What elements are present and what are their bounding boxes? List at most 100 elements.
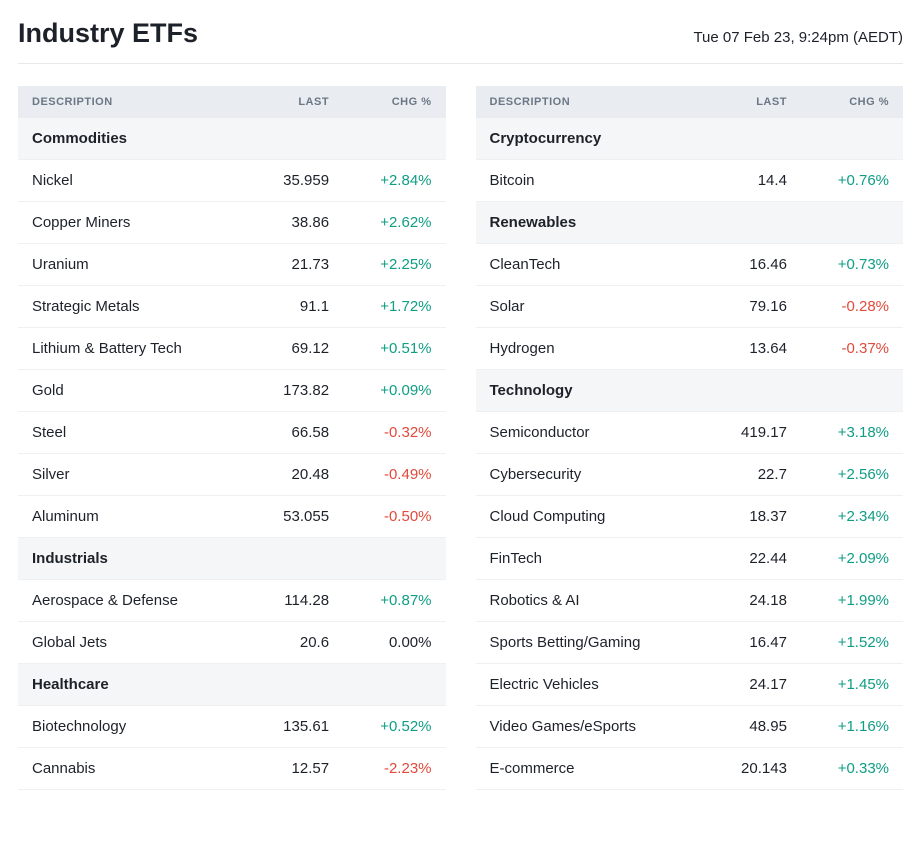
section-label: Cryptocurrency <box>476 118 904 160</box>
cell-description: Cannabis <box>18 748 248 790</box>
cell-chg: +2.84% <box>343 160 445 202</box>
section-row: Technology <box>476 370 904 412</box>
cell-chg: +2.09% <box>801 538 903 580</box>
page-title: Industry ETFs <box>18 18 198 49</box>
cell-description: Sports Betting/Gaming <box>476 622 706 664</box>
left-column: DESCRIPTION LAST CHG % CommoditiesNickel… <box>18 86 446 790</box>
col-header-chg: CHG % <box>343 86 445 118</box>
table-row: FinTech22.44+2.09% <box>476 538 904 580</box>
cell-description: Silver <box>18 454 248 496</box>
section-label: Commodities <box>18 118 446 160</box>
section-label: Healthcare <box>18 664 446 706</box>
section-label: Industrials <box>18 538 446 580</box>
table-row: Global Jets20.60.00% <box>18 622 446 664</box>
cell-description: Gold <box>18 370 248 412</box>
cell-description: Cloud Computing <box>476 496 706 538</box>
cell-description: Robotics & AI <box>476 580 706 622</box>
table-row: Strategic Metals91.1+1.72% <box>18 286 446 328</box>
page-header: Industry ETFs Tue 07 Feb 23, 9:24pm (AED… <box>18 18 903 64</box>
table-row: Solar79.16-0.28% <box>476 286 904 328</box>
cell-description: Uranium <box>18 244 248 286</box>
col-header-chg: CHG % <box>801 86 903 118</box>
cell-last: 22.44 <box>706 538 801 580</box>
table-row: Hydrogen13.64-0.37% <box>476 328 904 370</box>
cell-last: 91.1 <box>248 286 343 328</box>
cell-chg: +2.25% <box>343 244 445 286</box>
cell-chg: +0.73% <box>801 244 903 286</box>
right-column: DESCRIPTION LAST CHG % CryptocurrencyBit… <box>476 86 904 790</box>
cell-last: 20.6 <box>248 622 343 664</box>
cell-chg: +0.33% <box>801 748 903 790</box>
cell-chg: +1.99% <box>801 580 903 622</box>
table-row: Bitcoin14.4+0.76% <box>476 160 904 202</box>
cell-chg: +0.09% <box>343 370 445 412</box>
cell-chg: +0.51% <box>343 328 445 370</box>
table-row: Copper Miners38.86+2.62% <box>18 202 446 244</box>
cell-last: 22.7 <box>706 454 801 496</box>
cell-chg: -0.50% <box>343 496 445 538</box>
cell-description: Global Jets <box>18 622 248 664</box>
table-row: Robotics & AI24.18+1.99% <box>476 580 904 622</box>
cell-description: Strategic Metals <box>18 286 248 328</box>
table-row: Uranium21.73+2.25% <box>18 244 446 286</box>
section-row: Cryptocurrency <box>476 118 904 160</box>
cell-description: Bitcoin <box>476 160 706 202</box>
cell-chg: +1.16% <box>801 706 903 748</box>
cell-last: 135.61 <box>248 706 343 748</box>
cell-chg: 0.00% <box>343 622 445 664</box>
cell-chg: -0.49% <box>343 454 445 496</box>
table-row: Lithium & Battery Tech69.12+0.51% <box>18 328 446 370</box>
cell-last: 13.64 <box>706 328 801 370</box>
table-row: Cannabis12.57-2.23% <box>18 748 446 790</box>
cell-last: 16.47 <box>706 622 801 664</box>
cell-chg: +0.87% <box>343 580 445 622</box>
cell-chg: -0.32% <box>343 412 445 454</box>
section-label: Renewables <box>476 202 904 244</box>
cell-chg: +1.72% <box>343 286 445 328</box>
section-row: Renewables <box>476 202 904 244</box>
cell-description: Electric Vehicles <box>476 664 706 706</box>
cell-last: 66.58 <box>248 412 343 454</box>
cell-last: 419.17 <box>706 412 801 454</box>
cell-chg: +2.56% <box>801 454 903 496</box>
cell-last: 35.959 <box>248 160 343 202</box>
cell-last: 79.16 <box>706 286 801 328</box>
cell-last: 173.82 <box>248 370 343 412</box>
cell-last: 24.18 <box>706 580 801 622</box>
cell-description: Video Games/eSports <box>476 706 706 748</box>
cell-description: CleanTech <box>476 244 706 286</box>
cell-description: Solar <box>476 286 706 328</box>
cell-chg: +1.45% <box>801 664 903 706</box>
cell-description: Steel <box>18 412 248 454</box>
table-row: Silver20.48-0.49% <box>18 454 446 496</box>
cell-last: 12.57 <box>248 748 343 790</box>
cell-description: E-commerce <box>476 748 706 790</box>
section-row: Commodities <box>18 118 446 160</box>
col-header-description: DESCRIPTION <box>18 86 248 118</box>
table-row: Aluminum53.055-0.50% <box>18 496 446 538</box>
table-row: Semiconductor419.17+3.18% <box>476 412 904 454</box>
table-row: Nickel35.959+2.84% <box>18 160 446 202</box>
table-row: Cybersecurity22.7+2.56% <box>476 454 904 496</box>
cell-description: Biotechnology <box>18 706 248 748</box>
table-header-row: DESCRIPTION LAST CHG % <box>18 86 446 118</box>
table-row: Sports Betting/Gaming16.47+1.52% <box>476 622 904 664</box>
table-row: Aerospace & Defense114.28+0.87% <box>18 580 446 622</box>
cell-description: Semiconductor <box>476 412 706 454</box>
etf-table-right: DESCRIPTION LAST CHG % CryptocurrencyBit… <box>476 86 904 790</box>
cell-description: Lithium & Battery Tech <box>18 328 248 370</box>
etf-table-left: DESCRIPTION LAST CHG % CommoditiesNickel… <box>18 86 446 790</box>
table-header-row: DESCRIPTION LAST CHG % <box>476 86 904 118</box>
table-row: E-commerce20.143+0.33% <box>476 748 904 790</box>
table-row: Gold173.82+0.09% <box>18 370 446 412</box>
cell-description: Nickel <box>18 160 248 202</box>
cell-last: 69.12 <box>248 328 343 370</box>
col-header-last: LAST <box>248 86 343 118</box>
cell-last: 20.48 <box>248 454 343 496</box>
section-label: Technology <box>476 370 904 412</box>
cell-last: 53.055 <box>248 496 343 538</box>
cell-last: 14.4 <box>706 160 801 202</box>
table-row: Cloud Computing18.37+2.34% <box>476 496 904 538</box>
cell-description: Aerospace & Defense <box>18 580 248 622</box>
cell-chg: +3.18% <box>801 412 903 454</box>
